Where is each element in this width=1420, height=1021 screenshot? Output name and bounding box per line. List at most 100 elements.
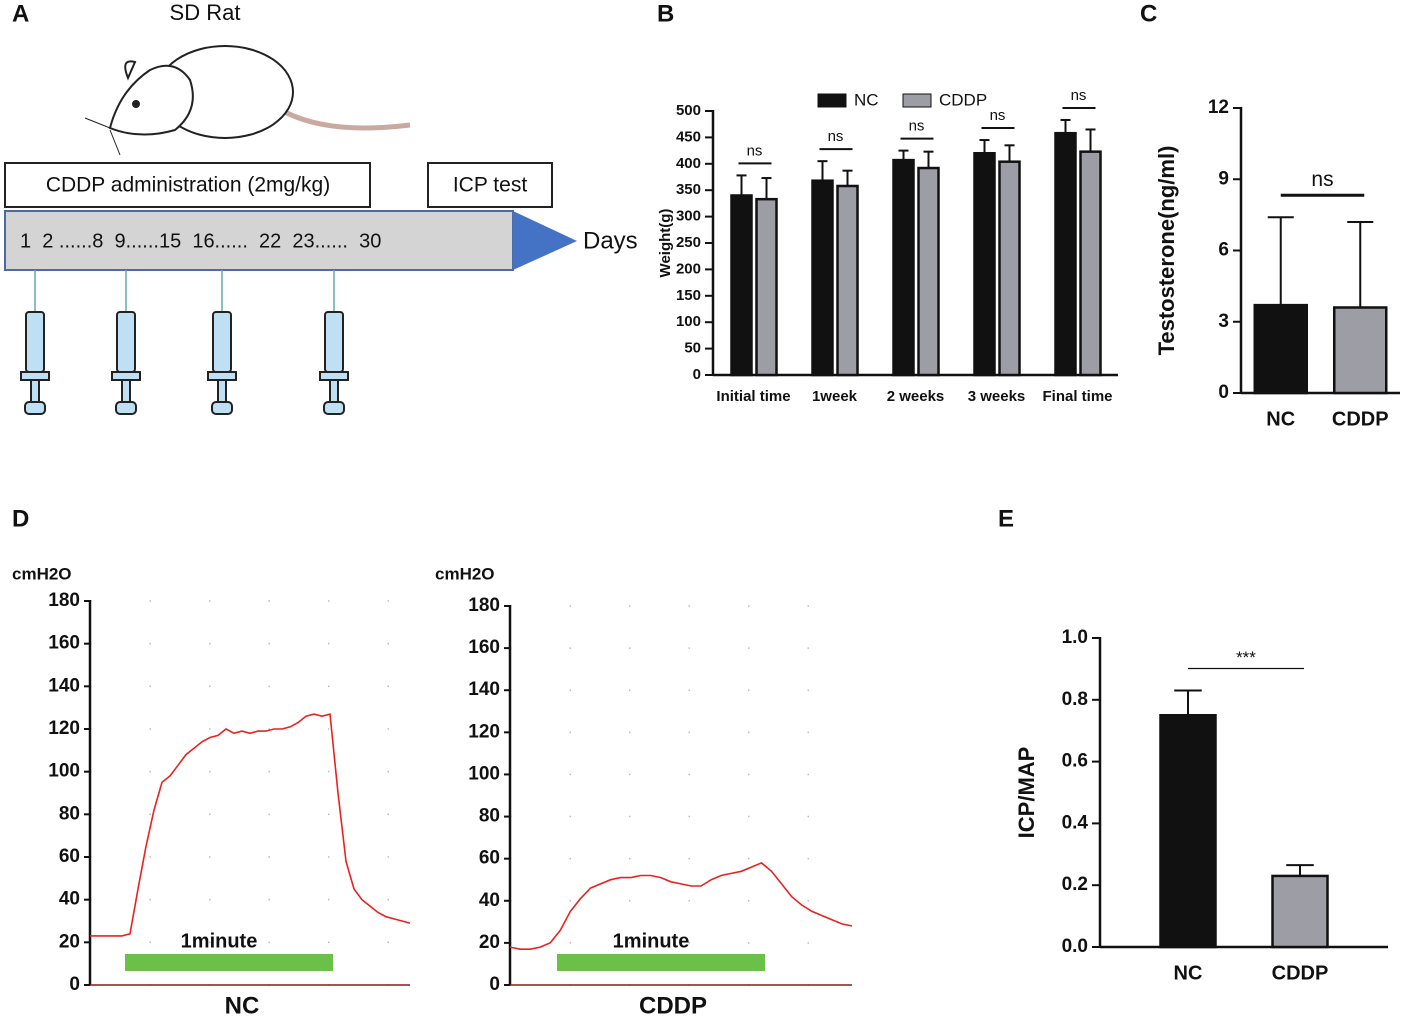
treatment-label: CDDP administration (2mg/kg) (46, 174, 330, 197)
flange (319, 371, 349, 381)
panel-label: C (1140, 0, 1157, 27)
significance-label: ns (909, 118, 925, 135)
bar (917, 166, 940, 377)
barrel (25, 311, 45, 373)
plunger (217, 379, 227, 403)
legend-label: CDDP (939, 90, 987, 109)
y-tick-label: 40 (59, 889, 80, 910)
barrel (212, 311, 232, 373)
stimulation-label: 1minute (181, 930, 258, 952)
panel-label: B (657, 0, 674, 27)
syringes (20, 270, 349, 415)
panel-label: A (12, 0, 29, 27)
y-axis-label: ICP/MAP (1014, 747, 1039, 839)
plunger-head (115, 401, 137, 415)
y-tick-label: 12 (1208, 97, 1229, 118)
y-tick-label: 300 (676, 208, 701, 225)
x-axis-label: NC (225, 992, 260, 1019)
plunger-head (323, 401, 345, 415)
bar (1054, 131, 1077, 377)
significance-label: ns (1311, 168, 1333, 191)
y-tick-label: 160 (468, 637, 500, 658)
legend-swatch (817, 93, 847, 108)
x-tick-label: 3 weeks (968, 388, 1026, 405)
y-tick-label: 40 (479, 890, 500, 911)
x-tick-label: Initial time (716, 388, 790, 405)
y-tick-label: 1.0 (1062, 627, 1088, 648)
bar (998, 160, 1021, 377)
y-tick-label: 3 (1218, 311, 1229, 332)
bar (836, 184, 859, 377)
plunger (30, 379, 40, 403)
y-tick-label: 100 (468, 763, 500, 784)
test-label: ICP test (453, 174, 527, 197)
x-tick-label: CDDP (1332, 408, 1389, 430)
y-tick-label: 0 (693, 366, 701, 383)
significance-label: ns (747, 142, 763, 159)
trace-line (90, 713, 411, 937)
timeline-arrow (513, 211, 577, 270)
x-tick-label: NC (1266, 408, 1295, 430)
y-tick-label: 0.6 (1062, 751, 1088, 772)
y-tick-label: 60 (479, 848, 500, 869)
bar (892, 158, 915, 377)
y-tick-label: 140 (468, 679, 500, 700)
panel-label: D (12, 505, 29, 532)
y-tick-label: 60 (59, 846, 80, 867)
treatment-box (4, 162, 371, 208)
y-tick-label: 120 (48, 718, 80, 739)
x-tick-label: NC (1174, 962, 1203, 984)
stimulation-bar (125, 954, 333, 971)
y-tick-label: 0 (1218, 382, 1229, 403)
y-tick-label: 100 (676, 313, 701, 330)
y-tick-label: 0.8 (1062, 689, 1088, 710)
legend-label: NC (854, 90, 879, 109)
y-axis-label: cmH2O (435, 564, 495, 583)
y-tick-label: 180 (48, 590, 80, 611)
panel-a: A SD Rat CDDP administration (2mg/kg) IC… (4, 0, 638, 415)
x-tick-label: 1week (812, 388, 858, 405)
y-tick-label: 0.0 (1062, 936, 1088, 957)
bar (1079, 150, 1102, 377)
trace-line (509, 861, 853, 950)
bar (811, 179, 834, 377)
bar (755, 197, 778, 377)
y-tick-label: 150 (676, 287, 701, 304)
timeline-label: 1 2 ......8 9......15 16...... 22 23....… (20, 230, 381, 252)
y-axis-label: Weight(g) (657, 209, 674, 278)
axis-label: Days (583, 227, 638, 254)
plunger-head (211, 401, 233, 415)
panel-label: E (998, 505, 1014, 532)
x-tick-label: 2 weeks (887, 388, 945, 405)
x-tick-label: Final time (1042, 388, 1112, 405)
bar (1333, 306, 1388, 395)
y-tick-label: 140 (48, 675, 80, 696)
bar (730, 194, 753, 377)
y-tick-label: 20 (59, 931, 80, 952)
significance-label: *** (1236, 648, 1256, 667)
significance-label: ns (1071, 87, 1087, 104)
y-tick-label: 250 (676, 234, 701, 251)
flange (207, 371, 237, 381)
bar (1271, 874, 1329, 949)
significance-label: ns (828, 128, 844, 145)
y-tick-label: 9 (1218, 168, 1229, 189)
plunger (329, 379, 339, 403)
y-tick-label: 0.2 (1062, 874, 1088, 895)
x-tick-label: CDDP (1272, 962, 1329, 984)
y-tick-label: 80 (479, 806, 500, 827)
y-tick-label: 80 (59, 803, 80, 824)
x-axis-label: CDDP (639, 992, 707, 1019)
barrel (324, 311, 344, 373)
y-tick-label: 6 (1218, 240, 1229, 261)
rat (84, 45, 411, 156)
plunger-head (24, 401, 46, 415)
y-axis-label: Testosterone(ng/ml) (1154, 146, 1179, 356)
stimulation-bar (557, 954, 765, 971)
y-tick-label: 450 (676, 128, 701, 145)
y-tick-label: 160 (48, 633, 80, 654)
barrel (116, 311, 136, 373)
y-tick-label: 500 (676, 102, 701, 119)
y-tick-label: 180 (468, 595, 500, 616)
y-tick-label: 350 (676, 181, 701, 198)
